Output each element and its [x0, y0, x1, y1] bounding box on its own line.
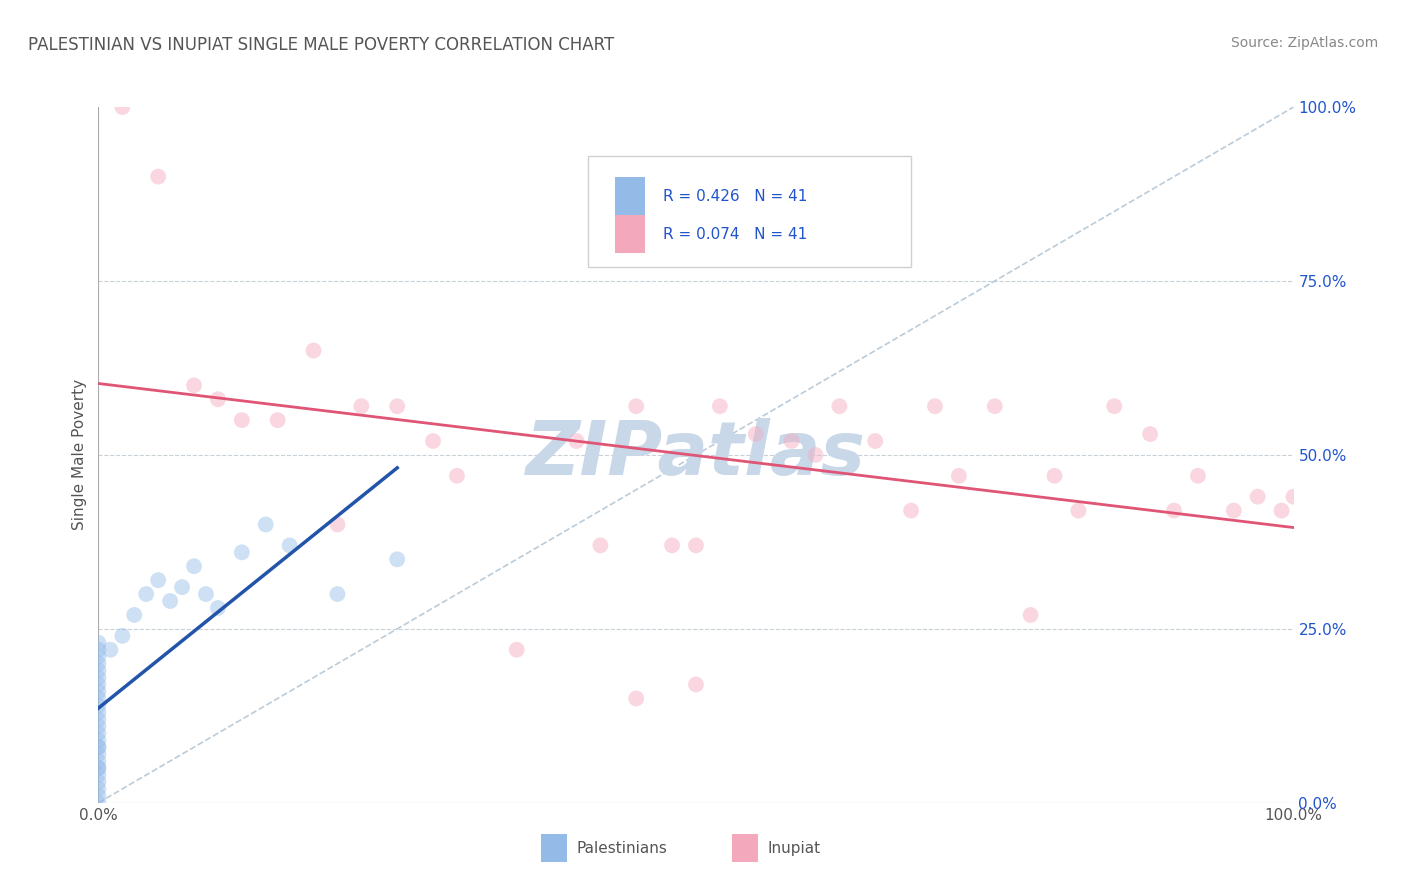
Point — [87, 706, 110, 720]
Point — [87, 781, 110, 796]
Point — [446, 468, 468, 483]
Point — [87, 684, 110, 698]
Point — [87, 740, 110, 755]
Point — [1187, 468, 1209, 483]
Point — [984, 399, 1007, 413]
Point — [87, 761, 110, 775]
Point — [1104, 399, 1126, 413]
Point — [87, 636, 110, 650]
Point — [87, 768, 110, 782]
Point — [1247, 490, 1270, 504]
Point — [124, 607, 146, 622]
Point — [87, 789, 110, 803]
FancyBboxPatch shape — [589, 156, 911, 267]
Point — [589, 538, 612, 552]
Point — [87, 657, 110, 671]
Point — [1019, 607, 1042, 622]
Point — [111, 629, 134, 643]
Text: Source: ZipAtlas.com: Source: ZipAtlas.com — [1230, 36, 1378, 50]
Point — [709, 399, 731, 413]
Point — [924, 399, 946, 413]
Point — [87, 719, 110, 733]
Point — [183, 378, 205, 392]
Point — [422, 434, 444, 448]
Point — [1163, 503, 1185, 517]
Point — [326, 517, 349, 532]
Point — [626, 691, 648, 706]
Text: ZIPatlas: ZIPatlas — [526, 418, 866, 491]
Point — [87, 740, 110, 755]
Text: PALESTINIAN VS INUPIAT SINGLE MALE POVERTY CORRELATION CHART: PALESTINIAN VS INUPIAT SINGLE MALE POVER… — [28, 36, 614, 54]
Point — [87, 691, 110, 706]
Point — [1282, 490, 1305, 504]
Point — [865, 434, 887, 448]
Point — [231, 545, 253, 559]
FancyBboxPatch shape — [614, 177, 644, 215]
Point — [685, 538, 707, 552]
Point — [1271, 503, 1294, 517]
Point — [87, 649, 110, 664]
Point — [1223, 503, 1246, 517]
Point — [1043, 468, 1066, 483]
Point — [385, 399, 409, 413]
Point — [172, 580, 194, 594]
Point — [254, 517, 277, 532]
Point — [87, 733, 110, 747]
Point — [207, 392, 229, 407]
Point — [1067, 503, 1090, 517]
Point — [780, 434, 803, 448]
Point — [302, 343, 325, 358]
Point — [98, 642, 122, 657]
Point — [661, 538, 683, 552]
Point — [87, 671, 110, 685]
Point — [626, 399, 648, 413]
Text: Inupiat: Inupiat — [768, 840, 821, 855]
FancyBboxPatch shape — [733, 834, 758, 862]
Point — [195, 587, 218, 601]
Point — [385, 552, 409, 566]
Point — [87, 712, 110, 726]
Point — [111, 100, 134, 114]
Point — [745, 427, 768, 442]
Point — [804, 448, 827, 462]
Text: R = 0.426   N = 41: R = 0.426 N = 41 — [662, 188, 807, 203]
Point — [87, 642, 110, 657]
Point — [1139, 427, 1161, 442]
Point — [87, 796, 110, 810]
FancyBboxPatch shape — [541, 834, 567, 862]
Point — [506, 642, 529, 657]
Point — [207, 601, 229, 615]
Point — [135, 587, 157, 601]
Text: Palestinians: Palestinians — [576, 840, 668, 855]
Point — [948, 468, 970, 483]
Point — [326, 587, 349, 601]
Point — [350, 399, 373, 413]
Point — [565, 434, 588, 448]
Point — [267, 413, 290, 427]
Point — [183, 559, 205, 574]
Point — [900, 503, 922, 517]
Point — [685, 677, 707, 691]
Point — [87, 677, 110, 691]
Point — [148, 169, 170, 184]
Y-axis label: Single Male Poverty: Single Male Poverty — [72, 379, 87, 531]
Point — [87, 754, 110, 768]
Point — [87, 664, 110, 678]
Text: R = 0.074   N = 41: R = 0.074 N = 41 — [662, 227, 807, 242]
Point — [231, 413, 253, 427]
Point — [87, 775, 110, 789]
Point — [87, 698, 110, 713]
Point — [87, 761, 110, 775]
Point — [828, 399, 851, 413]
Point — [278, 538, 301, 552]
Point — [87, 726, 110, 740]
Point — [87, 747, 110, 761]
FancyBboxPatch shape — [614, 215, 644, 253]
Point — [148, 573, 170, 587]
Point — [159, 594, 181, 608]
